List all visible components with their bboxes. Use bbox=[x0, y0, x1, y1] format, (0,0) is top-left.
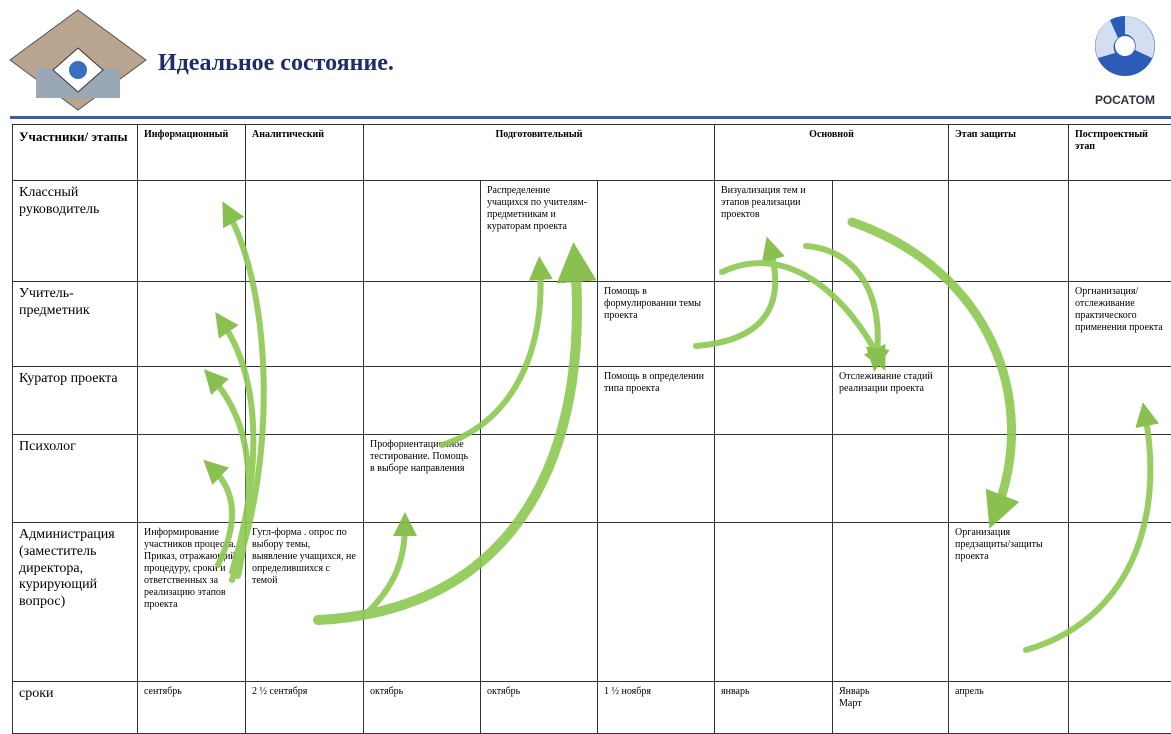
cell bbox=[481, 435, 598, 523]
row-label: сроки bbox=[13, 682, 138, 734]
cell: апрель bbox=[949, 682, 1069, 734]
header-cell: Этап защиты bbox=[949, 125, 1069, 181]
table-row: Администрация (заместитель директора, ку… bbox=[13, 523, 1171, 682]
cell: Январь Март bbox=[833, 682, 949, 734]
header-cell: Аналитический bbox=[246, 125, 364, 181]
school-logo bbox=[8, 8, 148, 112]
cell bbox=[833, 435, 949, 523]
header-rule bbox=[10, 116, 1171, 119]
header-cell: Участники/ этапы bbox=[13, 125, 138, 181]
cell: Помощь в формулировании темы проекта bbox=[598, 282, 715, 367]
cell: Распределение учащихся по учителям-предм… bbox=[481, 181, 598, 282]
cell bbox=[598, 523, 715, 682]
slide-title: Идеальное состояние. bbox=[158, 50, 394, 77]
cell bbox=[481, 367, 598, 435]
cell: сентябрь bbox=[138, 682, 246, 734]
header-cell: Постпроектный этап bbox=[1069, 125, 1171, 181]
cell: 1 ½ ноября bbox=[598, 682, 715, 734]
cell bbox=[1069, 367, 1171, 435]
cell bbox=[949, 181, 1069, 282]
cell bbox=[715, 435, 833, 523]
row-label: Куратор проекта bbox=[13, 367, 138, 435]
cell bbox=[598, 435, 715, 523]
cell bbox=[715, 367, 833, 435]
cell bbox=[1069, 181, 1171, 282]
cell bbox=[715, 282, 833, 367]
cell bbox=[246, 181, 364, 282]
cell: Профориентационное тестирование. Помощь … bbox=[364, 435, 481, 523]
cell: Визуализация тем и этапов реализации про… bbox=[715, 181, 833, 282]
cell bbox=[715, 523, 833, 682]
cell: Информирование участников процесса. Прик… bbox=[138, 523, 246, 682]
cell: 2 ½ сентября bbox=[246, 682, 364, 734]
row-label: Психолог bbox=[13, 435, 138, 523]
rosatom-logo: РОСАТОМ bbox=[1090, 8, 1160, 107]
cell: январь bbox=[715, 682, 833, 734]
header-cell: Информационный bbox=[138, 125, 246, 181]
cell bbox=[138, 282, 246, 367]
table-row: Учитель-предметник Помощь в формулировани… bbox=[13, 282, 1171, 367]
row-label: Администрация (заместитель директора, ку… bbox=[13, 523, 138, 682]
cell bbox=[364, 181, 481, 282]
cell bbox=[949, 367, 1069, 435]
cell: октябрь bbox=[364, 682, 481, 734]
cell bbox=[833, 523, 949, 682]
cell: Гугл-форма . опрос по выбору темы, выявл… bbox=[246, 523, 364, 682]
cell bbox=[1069, 523, 1171, 682]
row-label: Классный руководитель bbox=[13, 181, 138, 282]
cell: Отслеживание стадий реализации проекта bbox=[833, 367, 949, 435]
cell bbox=[246, 282, 364, 367]
cell bbox=[1069, 435, 1171, 523]
cell bbox=[138, 367, 246, 435]
table-row: Классный руководитель Распределение учащи… bbox=[13, 181, 1171, 282]
cell bbox=[246, 435, 364, 523]
cell bbox=[833, 282, 949, 367]
header-cell: Основной bbox=[715, 125, 949, 181]
header-cell: Подготовительный bbox=[364, 125, 715, 181]
table-row: Психолог Профориентационное тестирование.… bbox=[13, 435, 1171, 523]
row-label: Учитель-предметник bbox=[13, 282, 138, 367]
cell bbox=[481, 282, 598, 367]
logo-text: РОСАТОМ bbox=[1090, 93, 1160, 107]
cell bbox=[364, 523, 481, 682]
cell bbox=[138, 181, 246, 282]
cell: октябрь bbox=[481, 682, 598, 734]
rosatom-emblem bbox=[1090, 8, 1160, 88]
table-row: Куратор проекта Помощь в определении типа… bbox=[13, 367, 1171, 435]
cell bbox=[833, 181, 949, 282]
cell bbox=[364, 282, 481, 367]
cell bbox=[598, 181, 715, 282]
cell bbox=[364, 367, 481, 435]
cell: Организация предзащиты/защиты проекта bbox=[949, 523, 1069, 682]
cell bbox=[246, 367, 364, 435]
cell bbox=[481, 523, 598, 682]
cell bbox=[138, 435, 246, 523]
cell bbox=[949, 435, 1069, 523]
cell: Помощь в определении типа проекта bbox=[598, 367, 715, 435]
cell bbox=[1069, 682, 1171, 734]
cell bbox=[949, 282, 1069, 367]
cell: Оргнанизация/ отслеживание практического… bbox=[1069, 282, 1171, 367]
